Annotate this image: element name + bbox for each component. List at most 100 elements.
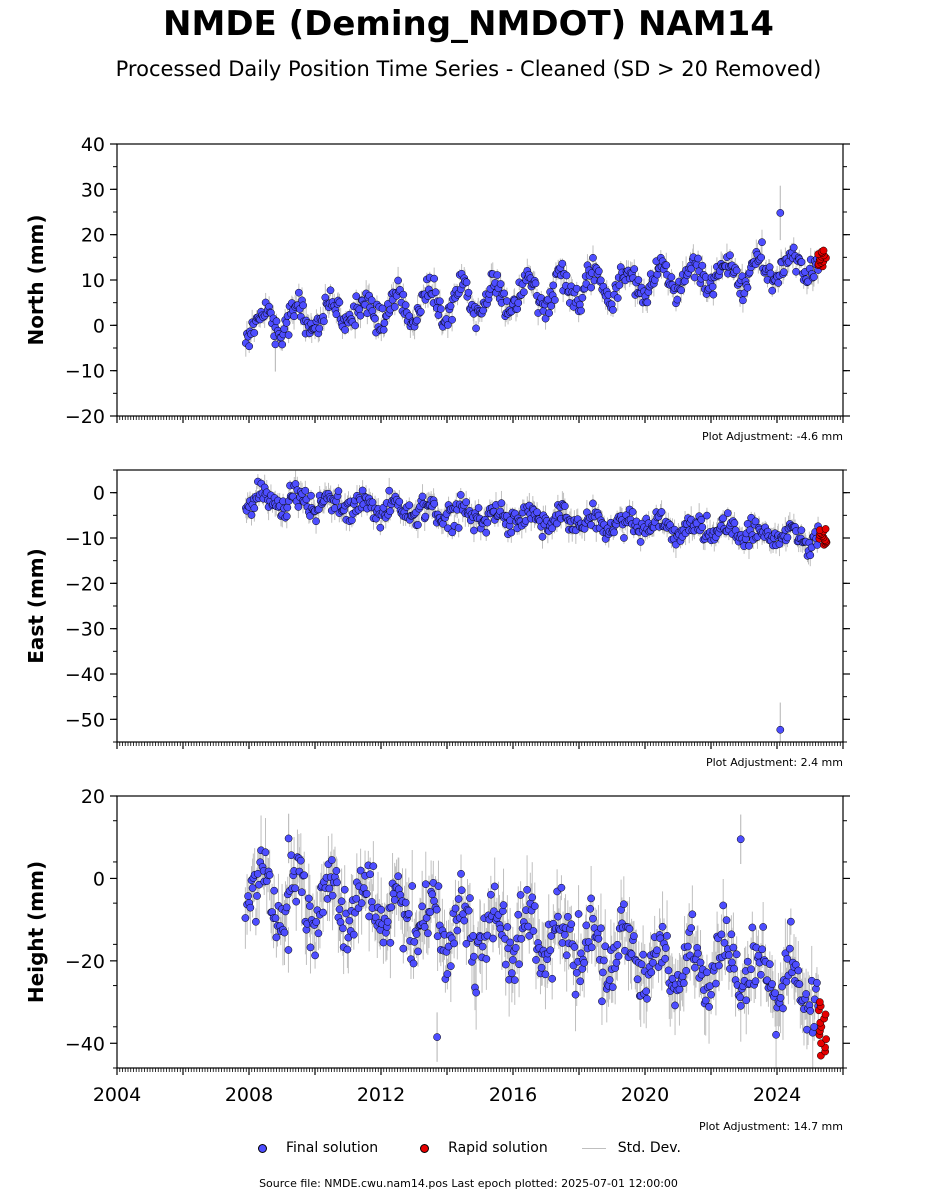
final-point xyxy=(719,514,727,523)
final-point xyxy=(810,273,818,281)
rapid-point xyxy=(821,1010,830,1019)
final-point xyxy=(332,866,341,875)
y-tick-label: 20 xyxy=(81,786,105,808)
final-point xyxy=(339,924,347,933)
final-point xyxy=(430,274,439,283)
final-point xyxy=(448,528,457,537)
final-point xyxy=(420,922,429,931)
y-tick-label: −10 xyxy=(65,361,105,383)
final-point xyxy=(732,266,741,275)
rapid-point xyxy=(819,246,828,255)
final-point xyxy=(499,901,508,909)
y-tick-label: 30 xyxy=(81,179,105,201)
final-point xyxy=(726,251,734,260)
final-point xyxy=(343,945,352,954)
final-point xyxy=(335,298,344,307)
final-point xyxy=(525,931,534,940)
final-point xyxy=(348,516,356,525)
final-point xyxy=(541,970,550,979)
final-point xyxy=(725,951,733,959)
final-point xyxy=(421,880,430,889)
panel-3: −40 −20 0 20 2004 2008 2012 2016 2020 2024 Height … xyxy=(24,786,850,1133)
legend-rapid-marker xyxy=(412,1141,436,1155)
rapid-points-1 xyxy=(814,246,830,271)
final-point xyxy=(662,261,671,270)
legend-final-marker xyxy=(250,1141,274,1155)
final-point xyxy=(454,895,463,903)
final-point xyxy=(376,523,385,532)
final-point xyxy=(497,499,506,508)
final-point xyxy=(503,923,512,931)
final-point xyxy=(448,315,456,324)
final-point xyxy=(378,304,387,313)
final-point xyxy=(410,938,419,946)
final-point xyxy=(418,902,426,911)
final-point xyxy=(511,944,520,952)
final-point xyxy=(687,264,696,273)
final-point xyxy=(532,956,540,964)
final-point xyxy=(797,258,806,266)
final-point xyxy=(334,487,343,495)
final-point xyxy=(401,301,410,310)
final-point xyxy=(708,282,717,291)
final-point xyxy=(356,866,365,875)
final-point xyxy=(261,848,270,857)
final-point xyxy=(383,917,392,926)
final-point xyxy=(658,922,667,931)
final-point xyxy=(545,309,553,317)
final-point xyxy=(653,946,661,955)
final-point xyxy=(765,263,774,271)
final-point xyxy=(352,894,361,903)
final-point xyxy=(795,980,804,989)
final-point xyxy=(601,942,610,951)
final-point xyxy=(349,930,358,939)
final-point xyxy=(774,279,783,287)
final-point xyxy=(508,969,516,977)
final-point xyxy=(745,542,753,550)
y-tick-label: 20 xyxy=(81,225,105,247)
final-point xyxy=(538,532,547,541)
final-point xyxy=(282,318,291,327)
final-point xyxy=(587,894,595,903)
y-tick-label: 0 xyxy=(93,315,105,337)
final-point-outlier xyxy=(284,834,293,843)
rapid-point xyxy=(821,525,830,533)
final-point xyxy=(306,943,315,952)
x-tick-label: 2012 xyxy=(357,1084,405,1106)
final-point xyxy=(574,910,583,918)
final-point xyxy=(515,960,523,969)
final-point xyxy=(379,938,388,947)
final-point xyxy=(586,904,595,913)
final-point xyxy=(272,933,281,942)
final-point xyxy=(409,959,418,968)
final-point xyxy=(341,326,349,334)
x-tick-label: 2016 xyxy=(489,1084,537,1106)
final-point xyxy=(514,299,523,307)
rapid-point xyxy=(822,1035,830,1044)
final-point xyxy=(282,903,291,912)
final-point xyxy=(385,486,394,495)
final-point xyxy=(615,281,624,289)
final-point xyxy=(272,317,281,326)
final-point xyxy=(789,243,798,252)
final-point xyxy=(369,862,378,870)
final-point xyxy=(548,524,557,533)
final-point xyxy=(625,924,634,933)
final-point xyxy=(299,301,307,310)
chart-subtitle: Processed Daily Position Time Series - C… xyxy=(115,57,822,81)
final-point xyxy=(637,960,646,969)
final-point xyxy=(426,908,435,916)
y-tick-label: −50 xyxy=(65,709,105,731)
final-point xyxy=(562,271,571,280)
final-point xyxy=(677,286,686,295)
final-point-outlier xyxy=(271,340,280,349)
final-point xyxy=(743,957,752,966)
final-point xyxy=(340,885,349,894)
final-point xyxy=(727,930,736,939)
final-point xyxy=(703,968,711,977)
plot-frame xyxy=(116,143,844,417)
final-point xyxy=(371,314,379,323)
final-point xyxy=(612,958,621,967)
final-point xyxy=(694,949,702,958)
